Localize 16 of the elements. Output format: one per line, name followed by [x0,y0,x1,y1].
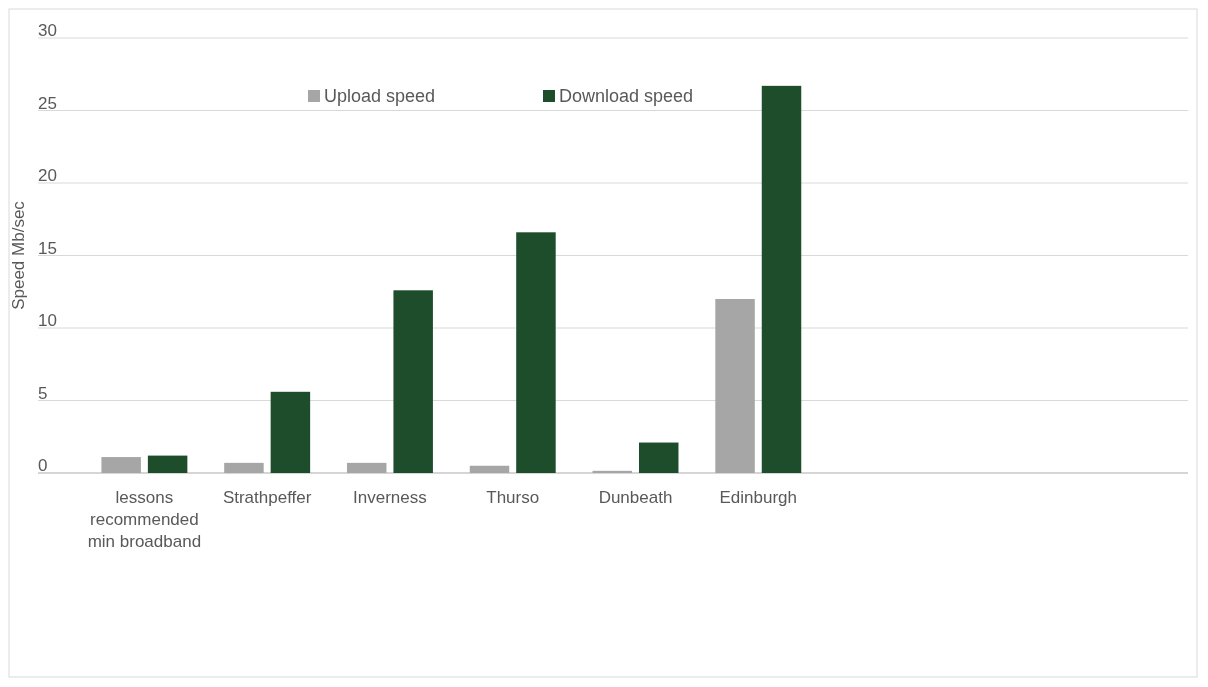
y-tick-label: 10 [38,311,57,330]
y-tick-label: 25 [38,93,57,113]
legend-label: Upload speed [324,86,436,106]
y-tick-label: 30 [38,21,57,40]
x-tick-label: Strathpeffer [222,488,312,507]
y-tick-label: 0 [38,456,48,475]
x-tick-label: lessons recommended min broadband [87,488,202,551]
y-tick-label: 15 [38,238,57,258]
legend-label: Download speed [559,86,694,106]
x-tick-label: Inverness [353,488,427,507]
x-tick-label: Dunbeath [598,488,673,507]
y-tick-label: 5 [38,383,48,403]
x-tick-label: Thurso [486,488,540,507]
y-tick-label: 20 [38,166,57,185]
x-tick-label: Edinburgh [719,488,798,507]
y-axis-title: Speed Mb/sec [9,200,28,310]
